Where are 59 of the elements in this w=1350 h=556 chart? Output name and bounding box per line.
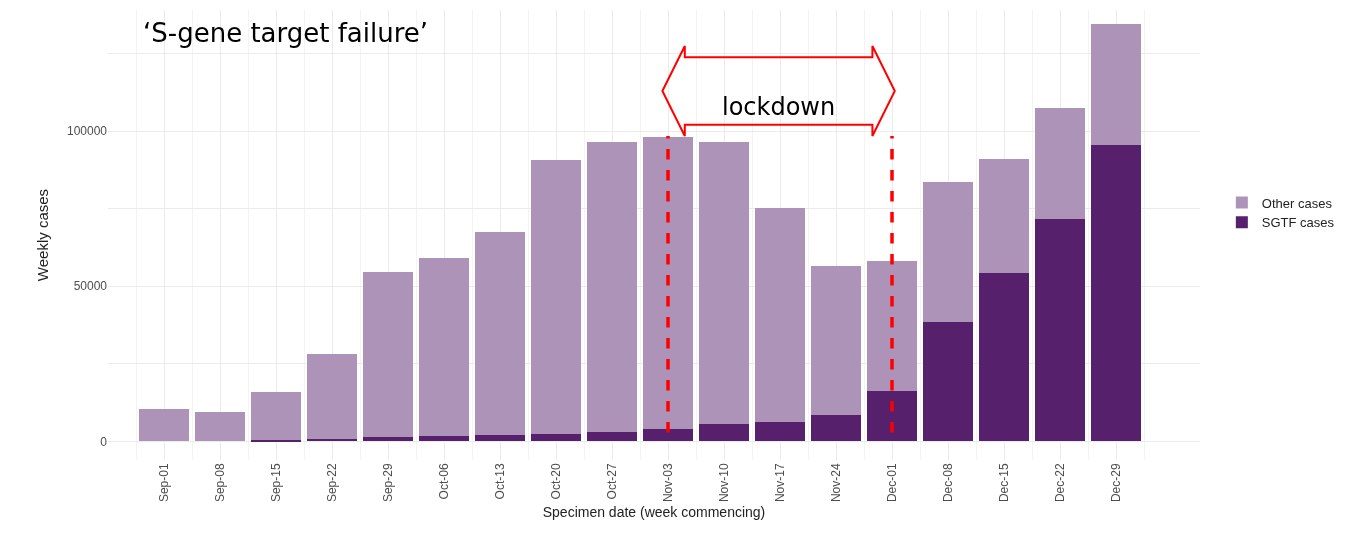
x-tick-label: Oct-20 bbox=[548, 463, 563, 500]
bar bbox=[586, 141, 638, 433]
x-tick-label: Sep-08 bbox=[212, 463, 227, 503]
bar bbox=[698, 141, 750, 424]
legend-label: Other cases bbox=[1261, 195, 1333, 211]
bar bbox=[474, 435, 526, 442]
x-tick-label: Sep-22 bbox=[324, 463, 339, 503]
x-tick-label: Sep-01 bbox=[156, 463, 171, 503]
bar bbox=[978, 273, 1030, 442]
bar bbox=[138, 409, 190, 442]
bar bbox=[530, 160, 582, 435]
x-tick-label: Sep-29 bbox=[380, 463, 395, 503]
bar bbox=[810, 266, 862, 416]
x-tick-label: Nov-17 bbox=[772, 463, 787, 503]
x-tick-label: Nov-10 bbox=[716, 463, 731, 503]
x-tick-label: Dec-29 bbox=[1108, 463, 1123, 503]
bar bbox=[1034, 219, 1086, 442]
bar bbox=[866, 391, 918, 442]
bar bbox=[1034, 108, 1086, 220]
x-tick-label: Nov-24 bbox=[828, 463, 843, 503]
x-tick-label: Dec-15 bbox=[996, 463, 1011, 503]
bar bbox=[866, 261, 918, 392]
bar bbox=[978, 158, 1030, 274]
bar bbox=[922, 182, 974, 322]
bar bbox=[362, 437, 414, 442]
bar bbox=[642, 137, 694, 430]
bar bbox=[1090, 23, 1142, 145]
bar bbox=[1090, 144, 1142, 442]
x-tick-label: Dec-22 bbox=[1052, 463, 1067, 503]
bar bbox=[530, 434, 582, 442]
x-tick-label: Oct-06 bbox=[436, 463, 451, 500]
bar bbox=[810, 415, 862, 442]
bar bbox=[418, 436, 470, 442]
x-axis-title: Specimen date (week commencing) bbox=[542, 504, 766, 521]
x-tick-label: Sep-15 bbox=[268, 463, 283, 503]
bar bbox=[922, 321, 974, 442]
bar bbox=[474, 232, 526, 436]
bar bbox=[754, 208, 806, 422]
bar bbox=[754, 421, 806, 442]
x-tick-label: Oct-27 bbox=[604, 463, 619, 500]
x-tick-label: Nov-03 bbox=[660, 463, 675, 503]
bar bbox=[362, 272, 414, 438]
x-tick-label: Dec-01 bbox=[884, 463, 899, 503]
y-tick-label: 50000 bbox=[73, 279, 108, 294]
y-tick-label: 0 bbox=[100, 434, 108, 449]
bar bbox=[698, 424, 750, 442]
bar bbox=[586, 432, 638, 442]
chart-title: ‘S-gene target failure’ bbox=[143, 18, 429, 48]
legend-label: SGTF cases bbox=[1261, 215, 1335, 231]
bar bbox=[418, 258, 470, 437]
y-tick-label: 100000 bbox=[66, 124, 108, 139]
y-axis-title: Weekly cases bbox=[34, 188, 52, 282]
bar bbox=[306, 354, 358, 439]
annotation: lockdown bbox=[722, 93, 836, 121]
bar bbox=[194, 412, 246, 442]
bar bbox=[642, 429, 694, 442]
bar bbox=[250, 392, 302, 441]
x-tick-label: Oct-13 bbox=[492, 463, 507, 500]
x-tick-label: Dec-08 bbox=[940, 463, 955, 503]
